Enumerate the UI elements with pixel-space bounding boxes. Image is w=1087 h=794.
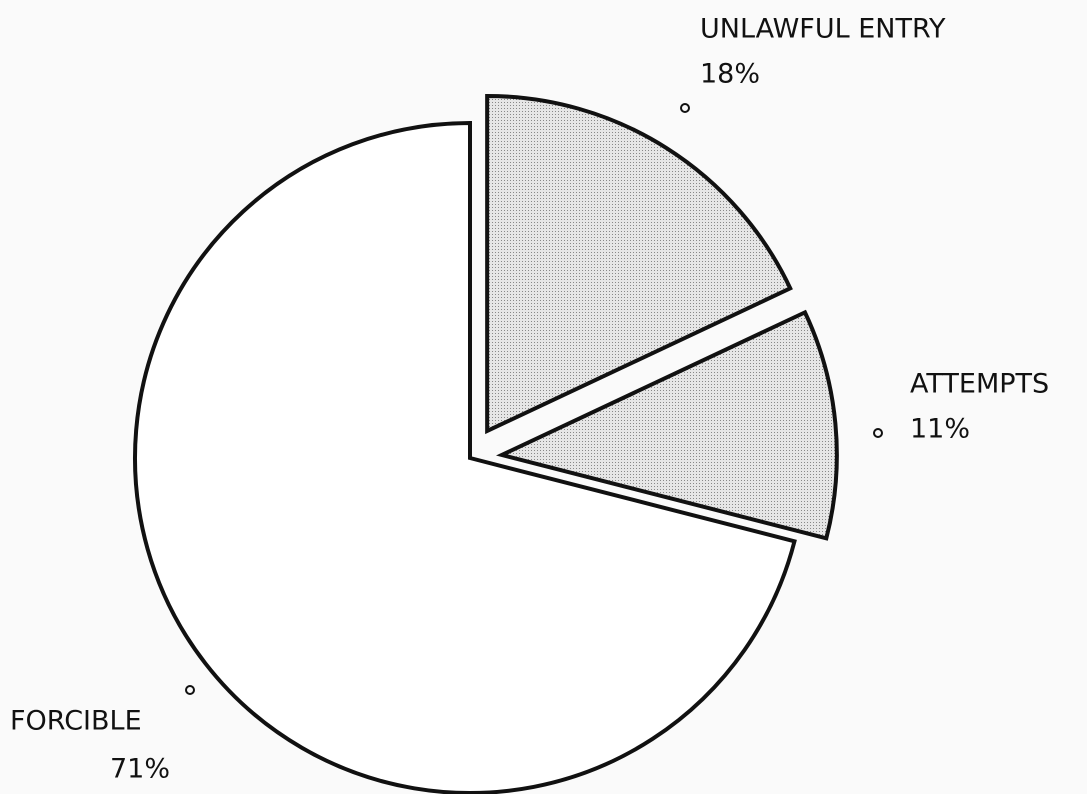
slice-value-label: 71% [110,754,170,785]
slice-value-label: 18% [700,59,760,90]
label-dot [873,428,883,438]
slice-value-label: 11% [910,414,970,445]
pie-slice [485,93,793,435]
slice-label: FORCIBLE [10,706,142,737]
pie-slice [133,120,797,794]
slice-label: UNLAWFUL ENTRY [700,14,946,45]
pie-slice [495,309,839,541]
label-dot [680,103,690,113]
label-dot [185,685,195,695]
slice-label: ATTEMPTS [910,369,1049,400]
